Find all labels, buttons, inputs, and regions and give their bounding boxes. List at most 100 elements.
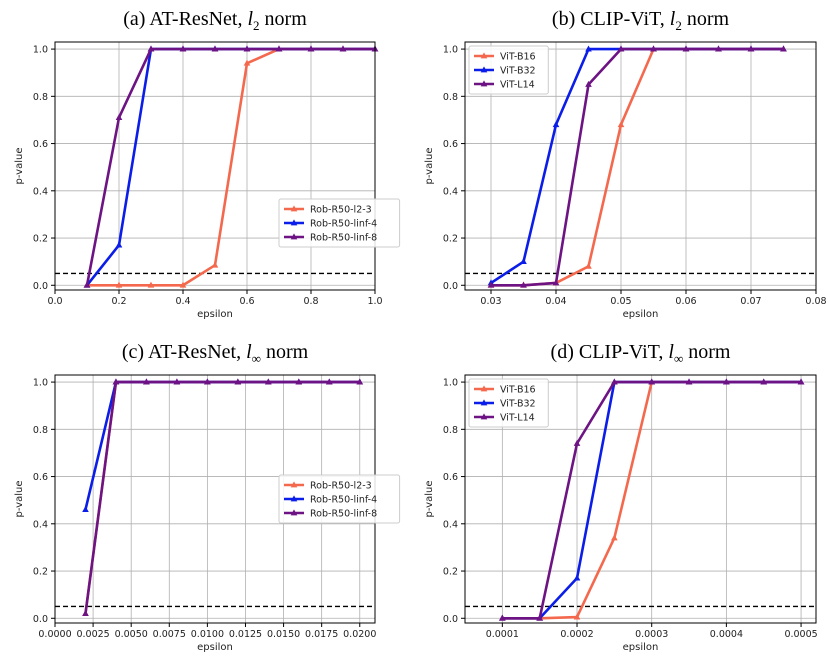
legend: Rob-R50-l2-3 Rob-R50-linf-4 Rob-R50-linf-8: [278, 198, 401, 248]
y-axis-label: p-value: [14, 480, 25, 517]
legend-label: Rob-R50-l2-3: [310, 481, 372, 492]
x-axis-label: epsilon: [197, 309, 233, 320]
legend-swatch-marker: [290, 481, 298, 488]
data-point-marker: [747, 45, 755, 52]
data-point-marker: [552, 121, 560, 128]
panel-title-tail: norm: [682, 8, 730, 30]
data-point-marker: [204, 378, 211, 385]
legend-label: Rob-R50-linf-4: [310, 219, 377, 230]
x-tick-label: 0.0050: [115, 629, 148, 640]
y-tick-label: 1.0: [33, 378, 48, 389]
data-point-marker: [234, 378, 242, 385]
data-point-marker: [685, 378, 693, 385]
y-tick-label: 1.0: [33, 45, 48, 56]
data-point-marker: [115, 281, 123, 288]
x-tick-label: 0.2: [111, 296, 126, 307]
x-tick-label: 0.0003: [635, 629, 668, 640]
data-point-marker: [339, 45, 347, 52]
y-tick-label: 0.2: [33, 567, 48, 578]
x-tick-label: 0.0005: [784, 629, 817, 640]
data-point-marker: [585, 45, 592, 52]
data-point-marker: [115, 113, 123, 120]
y-tick-label: 0.6: [33, 139, 48, 150]
panel-title-subscript: 2: [253, 18, 260, 33]
legend-label: Rob-R50-linf-4: [310, 495, 377, 506]
data-point-marker: [682, 45, 690, 52]
y-tick-label: 0.8: [443, 425, 458, 436]
panel-title-tail: norm: [261, 341, 309, 363]
data-point-marker: [487, 281, 495, 288]
data-point-marker: [552, 279, 560, 286]
data-point-marker: [520, 281, 527, 288]
data-point-marker: [585, 80, 592, 87]
y-tick-label: 0.2: [443, 234, 458, 245]
y-axis-label: p-value: [424, 480, 435, 517]
y-tick-label: 0.0: [33, 614, 48, 625]
x-tick-label: 0.05: [610, 296, 631, 307]
data-point-marker: [585, 262, 592, 269]
legend-label: ViT-L14: [500, 80, 535, 91]
data-point-marker: [573, 439, 581, 446]
panel-title-subscript: 2: [675, 18, 682, 33]
axes-frame: [464, 374, 817, 624]
x-tick-label: 0.8: [303, 296, 318, 307]
data-point-marker: [275, 45, 283, 52]
legend-swatch-marker: [480, 385, 488, 392]
legend-swatch-marker: [480, 399, 488, 406]
panel-title: (a) AT-ResNet, l2 norm: [123, 8, 307, 33]
y-tick-label: 0.6: [33, 472, 48, 483]
x-tick-label: 0.04: [545, 296, 566, 307]
x-tick-label: 0.6: [239, 296, 254, 307]
x-tick-label: 0.0000: [38, 629, 71, 640]
panel-b: (b) CLIP-ViT, l2 norm 0.03 0.04 0.05 0.06 0.0…: [424, 8, 827, 320]
legend-label: Rob-R50-linf-8: [310, 509, 377, 520]
y-tick-label: 0.4: [33, 519, 48, 530]
data-point-marker: [325, 378, 333, 385]
data-point-marker: [265, 378, 272, 385]
data-point-marker: [617, 121, 625, 128]
data-point-marker: [147, 281, 155, 288]
y-tick-label: 0.8: [33, 92, 48, 103]
y-tick-label: 0.8: [33, 425, 48, 436]
panel-title-symbol: l: [670, 8, 676, 30]
panel-title-main: (a) AT-ResNet,: [123, 8, 247, 30]
data-point-marker: [211, 261, 219, 268]
panel-title-main: (b) CLIP-ViT,: [552, 8, 670, 30]
x-tick-label: 0.07: [740, 296, 761, 307]
x-tick-label: 0.0075: [153, 629, 186, 640]
y-tick-label: 0.2: [33, 234, 48, 245]
data-point-marker: [143, 378, 150, 385]
data-point-marker: [797, 378, 805, 385]
legend-swatch-marker: [290, 219, 298, 226]
y-tick-label: 0.0: [443, 281, 458, 292]
data-point-marker: [356, 378, 364, 385]
panel-title-subscript: ∞: [252, 351, 261, 366]
series-line-ViT-L14: [491, 47, 784, 287]
legend-swatch-marker: [290, 509, 298, 516]
data-point-marker: [295, 378, 303, 385]
x-tick-label: 1.0: [367, 296, 382, 307]
legend-label: ViT-L14: [500, 413, 535, 424]
legend-label: ViT-B32: [500, 66, 536, 77]
axes-frame: [54, 41, 376, 291]
legend-label: Rob-R50-linf-8: [310, 233, 377, 244]
legend-box: [468, 45, 549, 95]
y-tick-label: 0.2: [443, 567, 458, 578]
x-axis-label: epsilon: [623, 642, 659, 653]
legend-label: ViT-B16: [500, 385, 536, 396]
data-point-marker: [611, 378, 618, 385]
panel-title-tail: norm: [260, 8, 308, 30]
x-axis-label: epsilon: [197, 642, 233, 653]
data-point-marker: [520, 258, 527, 265]
data-point-marker: [243, 45, 251, 52]
data-point-marker: [650, 45, 657, 52]
panel-c: (c) AT-ResNet, l∞ norm 0.0000 0.0025 0.0050…: [14, 341, 401, 653]
y-tick-label: 0.4: [33, 186, 48, 197]
data-point-marker: [112, 378, 120, 385]
y-tick-label: 0.4: [443, 519, 458, 530]
y-tick-label: 0.4: [443, 186, 458, 197]
data-point-marker: [82, 609, 89, 616]
y-tick-label: 0.6: [443, 139, 458, 150]
legend: Rob-R50-l2-3 Rob-R50-linf-4 Rob-R50-linf-8: [278, 474, 401, 524]
